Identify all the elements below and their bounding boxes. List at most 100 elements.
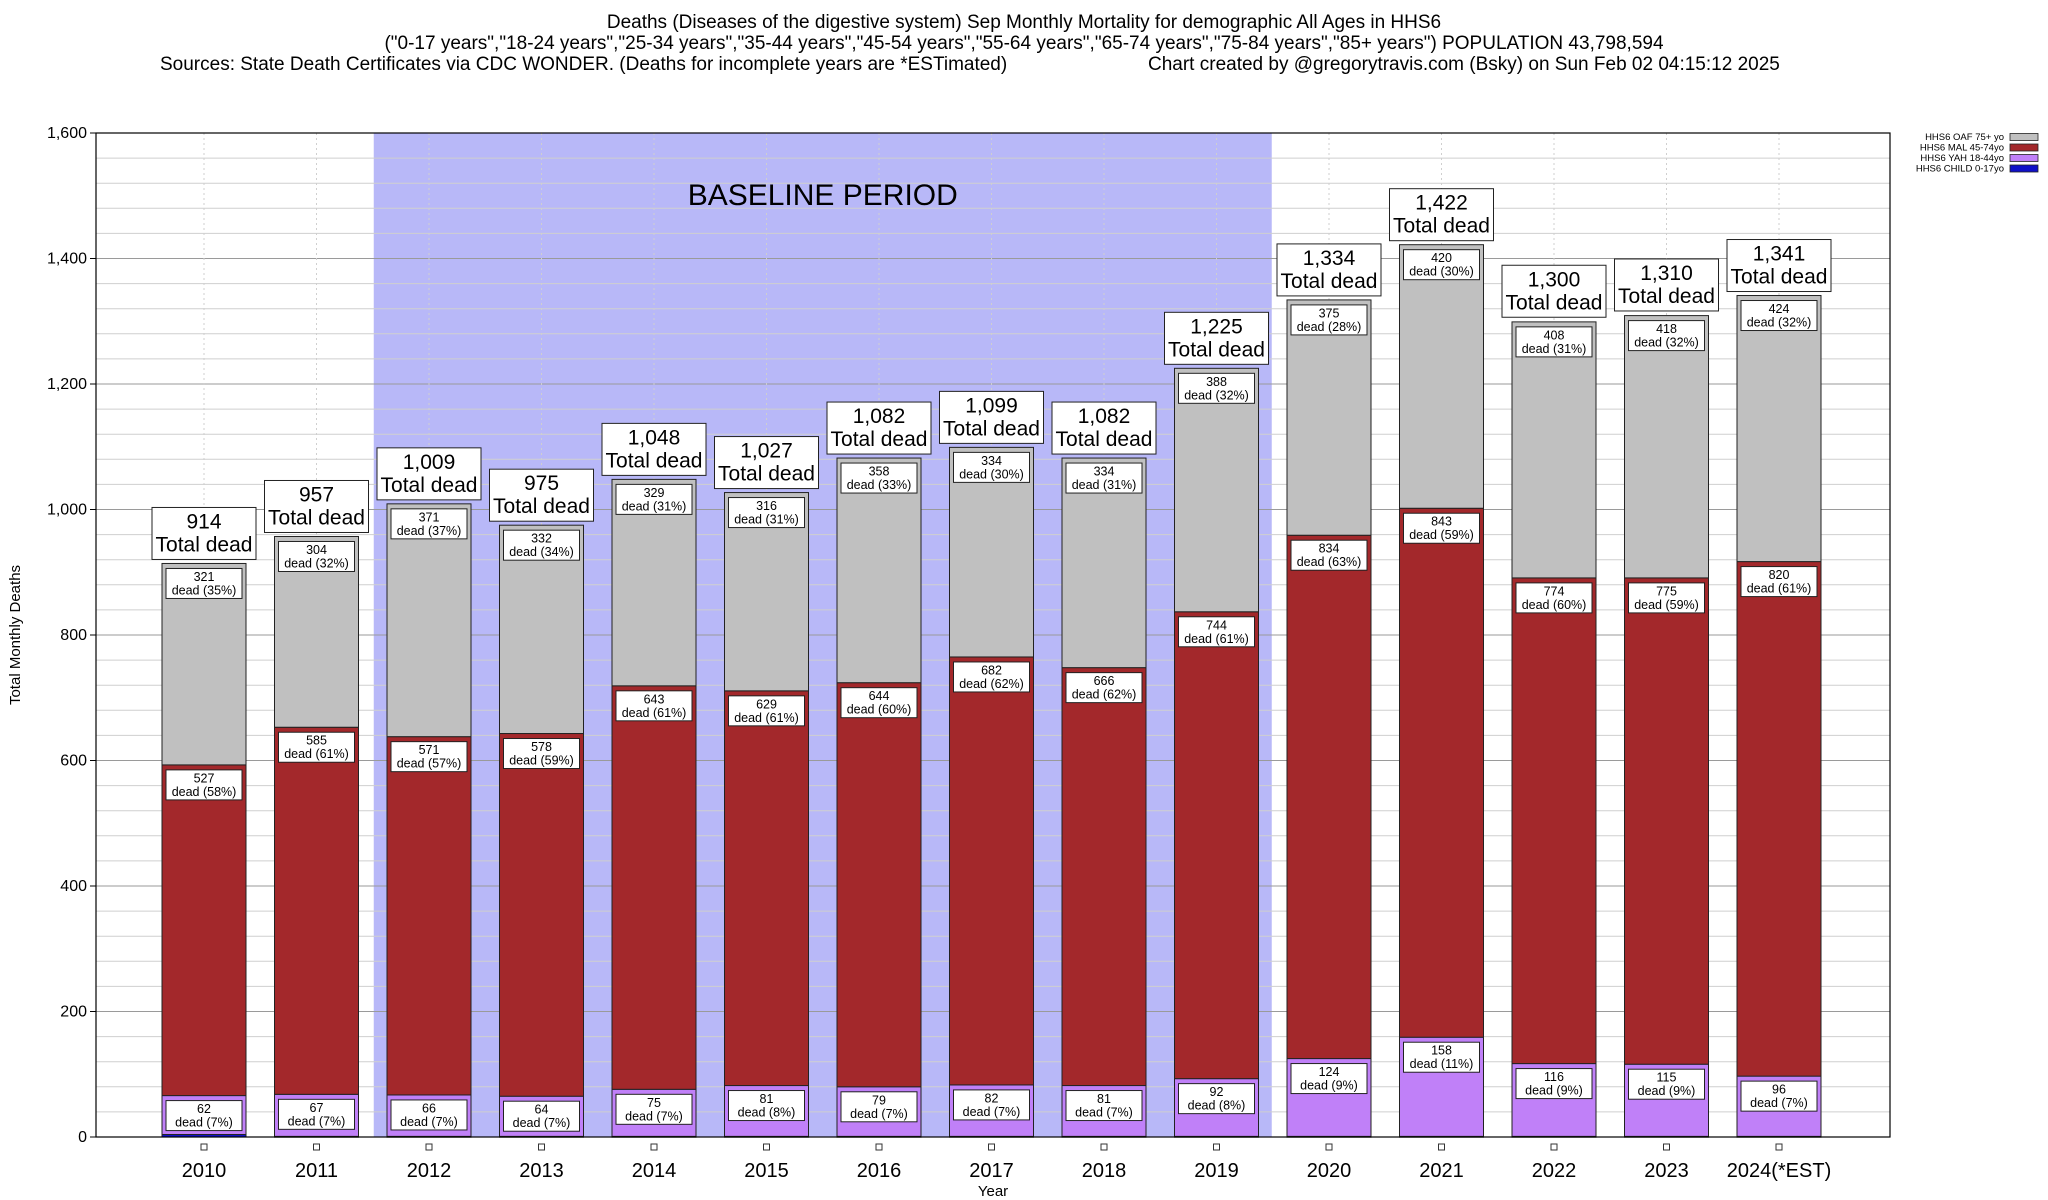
x-tick-label: 2015	[744, 1160, 789, 1182]
segment-label-box	[503, 529, 580, 561]
y-tick-label: 1,200	[47, 376, 87, 393]
legend-label: HHS6 MAL 45-74yo	[1920, 143, 2004, 154]
x-tick-label: 2021	[1419, 1160, 1464, 1182]
segment-percent-label: dead (34%)	[509, 545, 574, 559]
segment-value-label: 62	[197, 1102, 211, 1116]
chart-title: Deaths (Diseases of the digestive system…	[606, 12, 1442, 33]
segment-percent-label: dead (32%)	[1634, 336, 1699, 350]
x-tick-label: 2013	[519, 1160, 564, 1182]
segment-label-box	[953, 451, 1030, 483]
segment-label-box	[278, 731, 355, 763]
segment-value-label: 321	[194, 570, 215, 584]
total-value-label: 975	[524, 472, 559, 495]
segment-label-box	[1403, 512, 1480, 544]
segment-percent-label: dead (63%)	[1297, 555, 1362, 569]
segment-value-label: 834	[1319, 542, 1340, 556]
x-tick-label: 2016	[857, 1160, 902, 1182]
x-marker	[650, 1143, 658, 1151]
chart-header: Deaths (Diseases of the digestive system…	[0, 12, 2048, 75]
segment-percent-label: dead (28%)	[1297, 320, 1362, 334]
segment-label-box	[1740, 566, 1818, 598]
segment-label-box	[503, 738, 580, 770]
total-suffix-label: Total dead	[1056, 428, 1153, 451]
bar-segment	[161, 764, 247, 1097]
y-tick-label: 600	[60, 753, 87, 770]
segment-percent-label: dead (57%)	[397, 757, 462, 771]
x-tick-label: 2012	[407, 1160, 452, 1182]
segment-label-box	[1740, 300, 1818, 332]
segment-label-box	[390, 1099, 468, 1131]
total-value-label: 1,082	[1078, 405, 1131, 428]
bar-segment	[1511, 321, 1597, 579]
bar-segment	[1286, 299, 1372, 536]
segment-label-box	[615, 1093, 693, 1125]
bar-segment	[1399, 507, 1484, 1038]
segment-label-box	[1628, 320, 1705, 352]
segment-label-box	[1065, 462, 1143, 494]
segment-label-box	[1065, 672, 1143, 704]
x-tick-label: 2017	[969, 1160, 1014, 1182]
bar-segment	[1061, 667, 1147, 1087]
bar-segment	[1399, 244, 1484, 509]
segment-label-box	[1515, 326, 1593, 358]
x-marker	[1325, 1143, 1333, 1151]
chart-credit: Chart created by @gregorytravis.com (Bsk…	[1148, 54, 1780, 75]
total-value-label: 1,225	[1190, 315, 1243, 338]
segment-percent-label: dead (7%)	[963, 1105, 1021, 1119]
segment-value-label: 744	[1206, 618, 1227, 632]
x-marker	[538, 1143, 545, 1151]
x-tick-label: 2018	[1082, 1160, 1127, 1182]
total-value-label: 1,027	[740, 440, 793, 463]
segment-label-box	[278, 1098, 355, 1130]
total-label-box	[714, 436, 819, 490]
segment-value-label: 843	[1431, 515, 1452, 529]
total-label-box	[1276, 243, 1382, 297]
segment-percent-label: dead (30%)	[959, 467, 1024, 481]
x-marker	[763, 1143, 770, 1151]
total-value-label: 1,422	[1415, 192, 1468, 215]
segment-value-label: 571	[419, 743, 440, 757]
x-marker	[425, 1143, 433, 1151]
segment-percent-label: dead (7%)	[400, 1115, 458, 1129]
segment-value-label: 820	[1769, 568, 1790, 582]
segment-value-label: 332	[531, 532, 552, 546]
segment-label-box	[1403, 1041, 1480, 1073]
total-suffix-label: Total dead	[1506, 291, 1603, 314]
segment-label-box	[728, 1090, 805, 1122]
segment-percent-label: dead (7%)	[288, 1114, 346, 1128]
x-tick-label: 2020	[1307, 1160, 1352, 1182]
segment-label-box	[615, 483, 693, 515]
segment-percent-label: dead (7%)	[1750, 1096, 1808, 1110]
segment-value-label: 79	[872, 1093, 886, 1107]
segment-value-label: 66	[422, 1101, 436, 1115]
bar-segment	[1736, 561, 1822, 1077]
segment-label-box	[1403, 249, 1480, 281]
bar-segment	[1286, 534, 1372, 1060]
segment-label-box	[1290, 539, 1368, 571]
total-suffix-label: Total dead	[1168, 338, 1265, 361]
segment-value-label: 358	[869, 465, 890, 479]
y-tick-label: 1,600	[47, 125, 87, 142]
segment-percent-label: dead (61%)	[622, 706, 687, 720]
x-marker	[1213, 1143, 1220, 1151]
segment-label-box	[165, 1100, 243, 1132]
total-value-label: 1,300	[1528, 268, 1581, 291]
x-tick-label: 2022	[1532, 1160, 1577, 1182]
x-marker	[1550, 1143, 1558, 1151]
segment-value-label: 334	[1094, 465, 1115, 479]
segment-label-box	[1515, 582, 1593, 614]
segment-percent-label: dead (60%)	[847, 703, 912, 717]
segment-percent-label: dead (30%)	[1409, 265, 1474, 279]
x-marker	[1438, 1143, 1445, 1151]
baseline-period-label: BASELINE PERIOD	[688, 179, 958, 212]
total-suffix-label: Total dead	[831, 428, 928, 451]
y-tick-label: 400	[60, 878, 87, 895]
segment-value-label: 115	[1657, 1071, 1677, 1085]
bar-segment	[386, 736, 472, 1096]
segment-percent-label: dead (31%)	[1072, 478, 1137, 492]
bar-segment	[1624, 315, 1709, 579]
bar-segment	[836, 682, 922, 1088]
segment-value-label: 116	[1544, 1070, 1564, 1084]
segment-label-box	[165, 567, 243, 599]
segment-label-box	[1628, 1068, 1705, 1100]
